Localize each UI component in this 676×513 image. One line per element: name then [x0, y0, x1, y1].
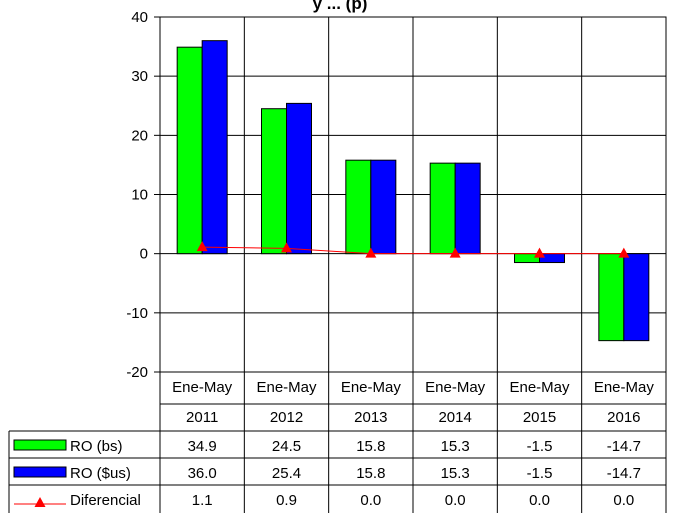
data-label: 24.5 — [272, 438, 301, 455]
category-label: Ene-May — [425, 379, 486, 396]
bar-RO (bs) — [261, 108, 287, 255]
y-axis: 40 30 20 10 0 -10 -20 — [126, 9, 160, 381]
data-table: Ene-May 2011 Ene-May 2012 Ene-May 2013 Ene-May… — [8, 372, 667, 513]
legend-label: RO (bs) — [70, 438, 123, 455]
diferencial-polyline — [202, 246, 624, 255]
data-label: 34.9 — [188, 438, 217, 455]
chart-title: y ... (p) — [313, 0, 368, 13]
data-label: -14.7 — [607, 465, 641, 482]
category-year: 2013 — [354, 409, 387, 426]
diferencial-marker — [365, 247, 377, 258]
bar-RO ($us) — [286, 102, 312, 255]
category-year: 2015 — [523, 409, 556, 426]
data-label: 0.0 — [445, 492, 466, 509]
data-label: -1.5 — [527, 465, 553, 482]
category-label: Ene-May — [509, 379, 570, 396]
bar-RO (bs) — [176, 46, 203, 255]
bar-RO ($us) — [623, 253, 650, 342]
diferencial-marker — [534, 247, 545, 258]
diferencial-line — [196, 241, 630, 258]
y-tick-label: -10 — [126, 305, 148, 322]
data-label: 0.0 — [529, 492, 550, 509]
diferencial-marker — [449, 247, 461, 258]
data-label: 0.0 — [613, 492, 634, 509]
y-tick-label: 20 — [131, 127, 148, 144]
data-label: 15.8 — [356, 438, 385, 455]
legend-label: RO ($us) — [70, 465, 131, 482]
data-label: 15.3 — [441, 438, 470, 455]
y-tick-label: 10 — [131, 187, 148, 204]
bar-RO (bs) — [429, 162, 456, 255]
category-year: 2012 — [270, 409, 303, 426]
diferencial-marker — [618, 247, 630, 258]
category-label: Ene-May — [594, 379, 655, 396]
bars — [176, 40, 650, 342]
data-label: -14.7 — [607, 438, 641, 455]
y-tick-label: 30 — [131, 68, 148, 85]
category-year: 2016 — [607, 409, 640, 426]
data-label: 36.0 — [188, 465, 217, 482]
legend-key-marker — [34, 497, 46, 507]
y-tick-label: 40 — [131, 9, 148, 26]
bar-RO ($us) — [201, 40, 228, 255]
category-year: 2014 — [438, 409, 471, 426]
data-label: 1.1 — [192, 492, 213, 509]
diferencial-marker — [196, 241, 208, 252]
category-label: Ene-May — [341, 379, 402, 396]
diferencial-marker — [281, 242, 292, 253]
data-label: 15.8 — [356, 465, 385, 482]
data-label: 25.4 — [272, 465, 301, 482]
legend-key-RO (bs) — [13, 439, 67, 451]
category-year: 2011 — [186, 409, 218, 426]
data-label: -1.5 — [527, 438, 553, 455]
category-label: Ene-May — [256, 379, 317, 396]
bar-RO (bs) — [345, 159, 372, 255]
legend-label: Diferencial — [70, 492, 141, 509]
data-label: 0.9 — [276, 492, 297, 509]
bar-RO (bs) — [598, 253, 625, 342]
y-tick-label: -20 — [126, 364, 148, 381]
legend-key-RO ($us) — [13, 466, 67, 478]
y-tick-label: 0 — [140, 246, 148, 263]
bar-RO ($us) — [454, 162, 481, 255]
category-label: Ene-May — [172, 379, 233, 396]
data-label: 15.3 — [441, 465, 470, 482]
bar-RO ($us) — [370, 159, 397, 255]
grid — [159, 16, 667, 513]
data-label: 0.0 — [360, 492, 381, 509]
